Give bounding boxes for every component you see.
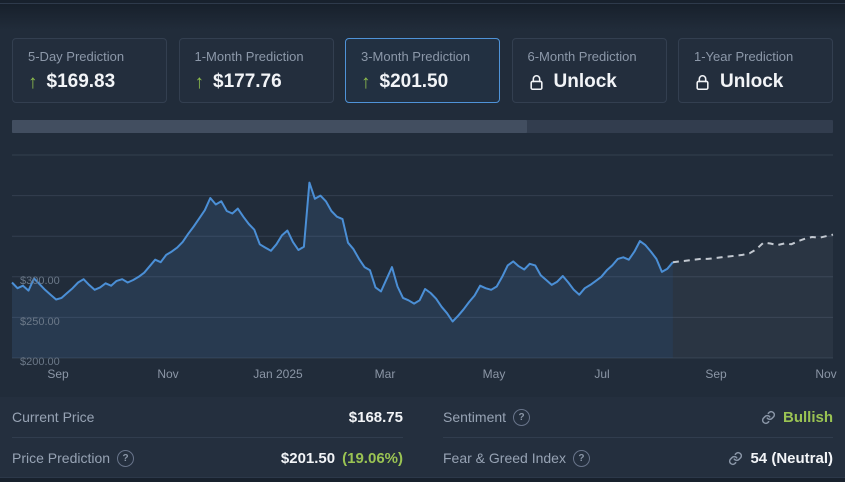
label-text: Current Price (12, 409, 95, 425)
price-chart-svg[interactable] (0, 134, 845, 382)
card-label: 1-Year Prediction (694, 49, 794, 64)
lock-icon (696, 74, 709, 90)
current-price-label: Current Price (12, 409, 94, 425)
unlock-label: Unlock (553, 71, 617, 92)
card-label: 5-Day Prediction (28, 49, 125, 64)
sentiment-value[interactable]: Bullish (761, 409, 833, 426)
link-icon (761, 410, 775, 424)
price-prediction-row: Price Prediction ? $201.50 (19.06%) (12, 437, 403, 478)
label-text: Sentiment (443, 409, 507, 425)
label-text: Price Prediction (12, 450, 111, 466)
fear-greed-label: Fear & Greed Index ? (443, 449, 590, 467)
x-axis-tick: Nov (157, 367, 179, 381)
card-1-year-prediction[interactable]: 1-Year Prediction Unlock (678, 38, 833, 103)
card-value: ↑ $177.76 (195, 71, 318, 93)
card-label: 1-Month Prediction (194, 49, 304, 64)
bottom-edge (0, 477, 845, 482)
up-arrow-icon: ↑ (194, 71, 205, 93)
x-axis-tick: May (482, 367, 506, 381)
label-text: Fear & Greed Index (443, 450, 566, 466)
stats-right-column: Sentiment ? Bullish Fear & Greed Index ? (443, 397, 833, 477)
help-icon[interactable]: ? (117, 449, 135, 467)
stats-left-column: Current Price $168.75 Price Prediction ?… (12, 397, 403, 477)
current-price-value: $168.75 (348, 408, 403, 426)
stats-section: Current Price $168.75 Price Prediction ?… (0, 397, 845, 477)
card-1-month-prediction[interactable]: 1-Month Prediction ↑ $177.76 (178, 38, 334, 103)
price-chart[interactable]: $300.00 $250.00 $200.00 $150.00 $100.00 … (0, 134, 845, 482)
current-price-row: Current Price $168.75 (12, 397, 403, 437)
link-icon (729, 451, 743, 465)
x-axis-tick: Nov (815, 367, 837, 381)
card-label: 3-Month Prediction (361, 49, 471, 64)
prediction-price: $201.50 (280, 449, 336, 467)
x-axis-tick: Jan 2025 (253, 367, 303, 381)
sentiment-label: Sentiment ? (443, 408, 531, 426)
card-value: Unlock (694, 71, 817, 93)
y-axis-tick: $300.00 (20, 275, 60, 287)
x-axis-tick: Sep (47, 367, 69, 381)
y-axis-tick: $200.00 (20, 356, 60, 368)
unlock-label: Unlock (720, 71, 784, 92)
card-value: Unlock (528, 71, 651, 93)
prediction-percent: (19.06%) (342, 449, 403, 467)
card-label: 6-Month Prediction (527, 49, 637, 64)
card-value: ↑ $201.50 (361, 71, 484, 93)
up-arrow-icon: ↑ (361, 71, 371, 93)
card-3-month-prediction-selected[interactable]: 3-Month Prediction ↑ $201.50 (345, 38, 500, 103)
lock-icon (529, 74, 543, 90)
x-axis-tick: Mar (374, 367, 396, 381)
fear-greed-value[interactable]: 54 (Neutral) (728, 450, 833, 467)
top-edge (0, 0, 845, 4)
card-price: $201.50 (379, 71, 449, 92)
fear-greed-text[interactable]: 54 (Neutral) (750, 449, 833, 467)
chart-range-scrollbar-thumb[interactable] (12, 120, 527, 133)
chart-range-scrollbar[interactable] (12, 120, 833, 133)
up-arrow-icon: ↑ (28, 71, 38, 93)
card-6-month-prediction[interactable]: 6-Month Prediction Unlock (511, 38, 667, 103)
card-5-day-prediction[interactable]: 5-Day Prediction ↑ $169.83 (12, 38, 167, 103)
prediction-cards-row: 5-Day Prediction ↑ $169.83 1-Month Predi… (0, 38, 845, 103)
fear-greed-row: Fear & Greed Index ? 54 (Neutral) (443, 437, 833, 478)
top-edge-shadow (0, 4, 845, 30)
help-icon[interactable]: ? (572, 449, 590, 467)
x-axis-tick: Sep (705, 367, 727, 381)
help-icon[interactable]: ? (513, 408, 531, 426)
sentiment-row: Sentiment ? Bullish (443, 397, 833, 437)
card-price: $169.83 (46, 71, 116, 92)
card-value: ↑ $169.83 (28, 71, 151, 93)
x-axis-tick: Jul (594, 367, 610, 381)
sentiment-text[interactable]: Bullish (782, 408, 833, 426)
card-price: $177.76 (213, 71, 282, 92)
price-prediction-value: $201.50 (19.06%) (281, 450, 403, 467)
price-prediction-label: Price Prediction ? (12, 449, 135, 467)
y-axis-tick: $250.00 (20, 316, 60, 328)
